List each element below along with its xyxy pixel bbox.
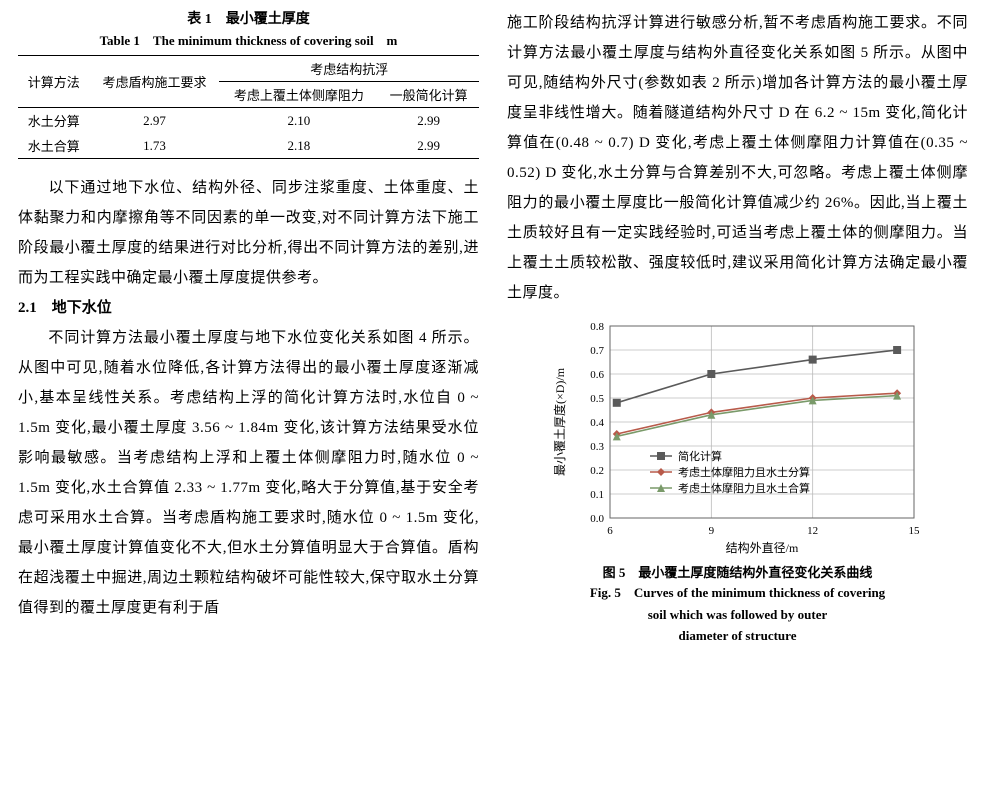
svg-text:0.7: 0.7: [590, 345, 604, 357]
table1-caption-en: Table 1 The minimum thickness of coverin…: [18, 30, 479, 49]
left-paragraph-1: 以下通过地下水位、结构外径、同步注浆重度、土体重度、土体黏聚力和内摩擦角等不同因…: [18, 173, 479, 293]
table-row: 水土分算 2.97 2.10 2.99: [18, 108, 479, 134]
text: 以下通过地下水位、结构外径、同步注浆重度、土体重度、土体黏聚力和内摩擦角等不同因…: [18, 180, 479, 286]
svg-text:0.8: 0.8: [590, 321, 604, 333]
section-2-1-heading: 2.1 地下水位: [18, 293, 479, 323]
th-antifloat: 考虑结构抗浮: [219, 56, 479, 82]
chart5-svg: 0.0 0.1 0.2 0.3 0.4 0.5 0.6 0.7 0.8 6 9 12 15 结构外直径/m…: [548, 316, 928, 556]
svg-text:0.2: 0.2: [590, 465, 604, 477]
cell: 2.18: [219, 133, 378, 159]
svg-text:0.6: 0.6: [590, 369, 604, 381]
svg-text:简化计算: 简化计算: [678, 449, 722, 463]
text: 不同计算方法最小覆土厚度与地下水位变化关系如图 4 所示。从图中可见,随着水位降…: [18, 330, 479, 616]
cell: 2.99: [378, 133, 479, 159]
svg-text:最小覆土厚度(×D)/m: 最小覆土厚度(×D)/m: [552, 367, 567, 476]
table-row: 水土合算 1.73 2.18 2.99: [18, 133, 479, 159]
svg-text:0.3: 0.3: [590, 441, 604, 453]
th-shield: 考虑盾构施工要求: [90, 56, 220, 108]
svg-text:0.1: 0.1: [590, 489, 604, 501]
svg-text:0.5: 0.5: [590, 393, 604, 405]
svg-text:0.4: 0.4: [590, 417, 604, 429]
left-paragraph-2: 不同计算方法最小覆土厚度与地下水位变化关系如图 4 所示。从图中可见,随着水位降…: [18, 323, 479, 623]
svg-text:12: 12: [807, 525, 818, 537]
svg-text:9: 9: [708, 525, 714, 537]
cell: 2.99: [378, 108, 479, 134]
svg-text:考虑土体摩阻力且水土分算: 考虑土体摩阻力且水土分算: [678, 465, 810, 479]
right-column: 施工阶段结构抗浮计算进行敏感分析,暂不考虑盾构施工要求。不同计算方法最小覆土厚度…: [493, 0, 986, 786]
text: 施工阶段结构抗浮计算进行敏感分析,暂不考虑盾构施工要求。不同计算方法最小覆土厚度…: [507, 15, 968, 301]
cell: 2.97: [90, 108, 220, 134]
cell: 水土合算: [18, 133, 90, 159]
cell: 1.73: [90, 133, 220, 159]
cell: 水土分算: [18, 108, 90, 134]
svg-text:6: 6: [607, 525, 613, 537]
fig5-caption-cn: 图 5 最小覆土厚度随结构外直径变化关系曲线: [603, 562, 873, 581]
table1: 计算方法 考虑盾构施工要求 考虑结构抗浮 考虑上覆土体侧摩阻力 一般简化计算 水…: [18, 55, 479, 159]
cell: 2.10: [219, 108, 378, 134]
svg-text:0.0: 0.0: [590, 513, 604, 525]
th-simple: 一般简化计算: [378, 82, 479, 108]
fig5-caption-en-l2: soil which was followed by outer: [648, 605, 827, 625]
figure5-chart: 0.0 0.1 0.2 0.3 0.4 0.5 0.6 0.7 0.8 6 9 12 15 结构外直径/m…: [507, 316, 968, 646]
svg-text:15: 15: [908, 525, 920, 537]
table1-caption-cn: 表 1 最小覆土厚度: [18, 8, 479, 28]
left-column: 表 1 最小覆土厚度 Table 1 The minimum thickness…: [0, 0, 493, 786]
svg-text:考虑土体摩阻力且水土合算: 考虑土体摩阻力且水土合算: [678, 481, 810, 495]
svg-text:结构外直径/m: 结构外直径/m: [725, 540, 798, 555]
th-method: 计算方法: [18, 56, 90, 108]
fig5-caption-en-l3: diameter of structure: [679, 626, 797, 646]
right-paragraph: 施工阶段结构抗浮计算进行敏感分析,暂不考虑盾构施工要求。不同计算方法最小覆土厚度…: [507, 8, 968, 308]
fig5-caption-en-l1: Fig. 5 Curves of the minimum thickness o…: [590, 583, 885, 603]
th-lateral: 考虑上覆土体侧摩阻力: [219, 82, 378, 108]
